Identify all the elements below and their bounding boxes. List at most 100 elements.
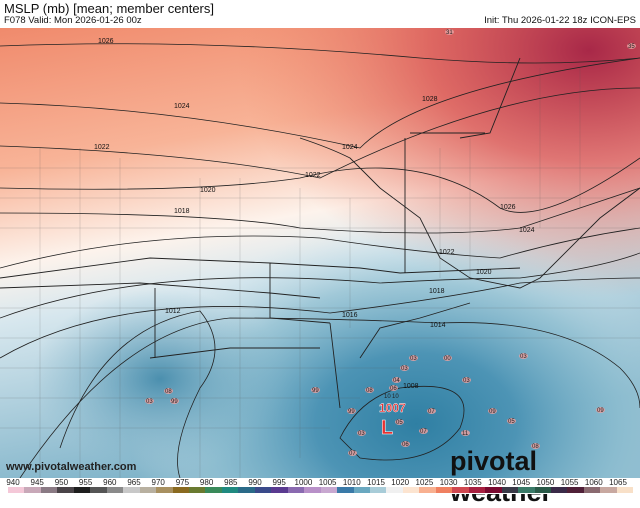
pivotal-weather-logo: pivotal weather bbox=[450, 446, 552, 507]
member-center-label: 99 bbox=[348, 409, 355, 415]
member-center-label: 07 bbox=[428, 409, 435, 415]
member-center-marker bbox=[395, 419, 404, 425]
trough-shading bbox=[0, 28, 640, 478]
isobar-label: 1026 bbox=[500, 204, 516, 211]
colorbar-tick-label: 1015 bbox=[367, 478, 385, 487]
colorbar-tick-label: 1045 bbox=[512, 478, 531, 487]
isobars bbox=[0, 43, 640, 478]
isobar-label: 1024 bbox=[342, 144, 358, 151]
colorbar-swatch bbox=[57, 487, 74, 493]
member-center-marker bbox=[627, 43, 636, 49]
low-member-label: 10 bbox=[384, 394, 391, 400]
colorbar-tick-label: 1065 bbox=[609, 478, 627, 487]
county-borders bbox=[0, 68, 640, 478]
colorbar-swatch bbox=[106, 487, 124, 493]
isobar-label: 1022 bbox=[439, 249, 455, 256]
member-center-marker bbox=[170, 398, 179, 404]
member-center-label: 07 bbox=[349, 451, 356, 457]
isobar-label: 1028 bbox=[422, 96, 438, 103]
colorbar-swatch bbox=[534, 487, 551, 493]
colorbar-tick-label: 1005 bbox=[318, 478, 337, 487]
colorbar-swatch bbox=[271, 487, 288, 493]
isobar-label: 1024 bbox=[174, 103, 190, 110]
member-center-label: 06 bbox=[390, 386, 397, 392]
member-center-marker bbox=[488, 408, 497, 414]
isobar-labels: 1026 1024 1022 1020 1018 1024 1022 1028 … bbox=[94, 38, 535, 390]
colorbar-swatch bbox=[123, 487, 140, 493]
isobar-label: 1014 bbox=[430, 322, 446, 329]
colorbar-swatch bbox=[616, 487, 634, 493]
colorbar-swatch bbox=[90, 487, 107, 493]
low-pressure-symbol: L bbox=[381, 417, 393, 439]
website-watermark: www.pivotalweather.com bbox=[6, 461, 137, 473]
colorbar-swatch bbox=[139, 487, 157, 493]
member-center-label: 09 bbox=[597, 408, 604, 414]
colorbar-tick-label: 1020 bbox=[391, 478, 410, 487]
isobar-label: 1024 bbox=[519, 227, 535, 234]
isobar-label: 1020 bbox=[200, 187, 216, 194]
member-center-marker bbox=[389, 385, 398, 391]
colorbar-swatch bbox=[518, 487, 535, 493]
member-center-label: 00 bbox=[444, 356, 451, 362]
colorbar-tick-label: 940 bbox=[6, 478, 20, 487]
colorbar-tick-label: 970 bbox=[151, 478, 165, 487]
colorbar-tick-label: 975 bbox=[175, 478, 190, 487]
colorbar-tick-label: 990 bbox=[248, 478, 262, 487]
member-center-marker bbox=[401, 441, 410, 447]
member-center-label: 04 bbox=[393, 378, 400, 384]
member-center-label: 03 bbox=[401, 366, 408, 372]
colorbar-swatch bbox=[567, 487, 584, 493]
isobar-label: 1018 bbox=[174, 208, 190, 215]
colorbar-swatch bbox=[600, 487, 617, 493]
member-center-label: 08 bbox=[165, 389, 172, 395]
member-center-label: 31 bbox=[446, 30, 453, 36]
colorbar-swatch bbox=[287, 487, 305, 493]
member-center-marker bbox=[392, 377, 401, 383]
member-center-label: 06 bbox=[402, 442, 409, 448]
colorbar-swatch bbox=[353, 487, 370, 493]
member-center-marker bbox=[348, 450, 357, 456]
colorbar-swatch bbox=[254, 487, 272, 493]
colorbar-tick-label: 1050 bbox=[536, 478, 555, 487]
colorbar-swatch bbox=[452, 487, 469, 493]
member-center-label: 03 bbox=[463, 378, 470, 384]
colorbar-swatch bbox=[369, 487, 387, 493]
colorbar-tick-label: 955 bbox=[78, 478, 93, 487]
colorbar-swatch bbox=[205, 487, 222, 493]
colorbar-tick-label: 985 bbox=[224, 478, 238, 487]
member-center-marker bbox=[409, 355, 418, 361]
low-member-label: 10 bbox=[392, 394, 399, 400]
map-title: MSLP (mb) [mean; member centers] bbox=[4, 1, 214, 16]
member-center-label: 11 bbox=[462, 431, 469, 437]
mslp-map: 1026 1024 1022 1020 1018 1024 1022 1028 … bbox=[0, 28, 640, 478]
member-center-label: 03 bbox=[146, 399, 153, 405]
isobar-label: 1018 bbox=[429, 288, 445, 295]
member-center-label: 35 bbox=[628, 44, 635, 50]
member-center-label: 08 bbox=[366, 388, 373, 394]
colorbar-swatch bbox=[188, 487, 206, 493]
member-center-marker bbox=[164, 388, 173, 394]
colorbar-tick-label: 1010 bbox=[342, 478, 361, 487]
member-center-marker bbox=[400, 365, 409, 371]
member-center-marker bbox=[427, 408, 436, 414]
colorbar-tick-label: 1055 bbox=[560, 478, 579, 487]
colorbar-swatch bbox=[419, 487, 436, 493]
colorbar-swatch bbox=[583, 487, 601, 493]
colorbar-tick-label: 995 bbox=[272, 478, 286, 487]
member-center-label: 07 bbox=[420, 429, 427, 435]
isobar-label: 1026 bbox=[98, 38, 114, 45]
colorbar-swatch bbox=[40, 487, 58, 493]
colorbar-swatch bbox=[550, 487, 568, 493]
colorbar-swatch bbox=[304, 487, 321, 493]
colorbar: 940 945 950 955 960 965 970 975 980 985 990 995 1000… bbox=[0, 478, 640, 494]
colorbar-tick-label: 1030 bbox=[439, 478, 458, 487]
member-center-label: 99 bbox=[312, 388, 319, 394]
valid-time: F078 Valid: Mon 2026-01-26 00z bbox=[4, 15, 142, 26]
member-center-label: 05 bbox=[508, 419, 515, 425]
colorbar-swatch bbox=[156, 487, 173, 493]
colorbar-swatch bbox=[320, 487, 338, 493]
isobar-label: 1020 bbox=[476, 269, 492, 276]
colorbar-swatch bbox=[73, 487, 91, 493]
colorbar-tick-label: 1000 bbox=[294, 478, 313, 487]
